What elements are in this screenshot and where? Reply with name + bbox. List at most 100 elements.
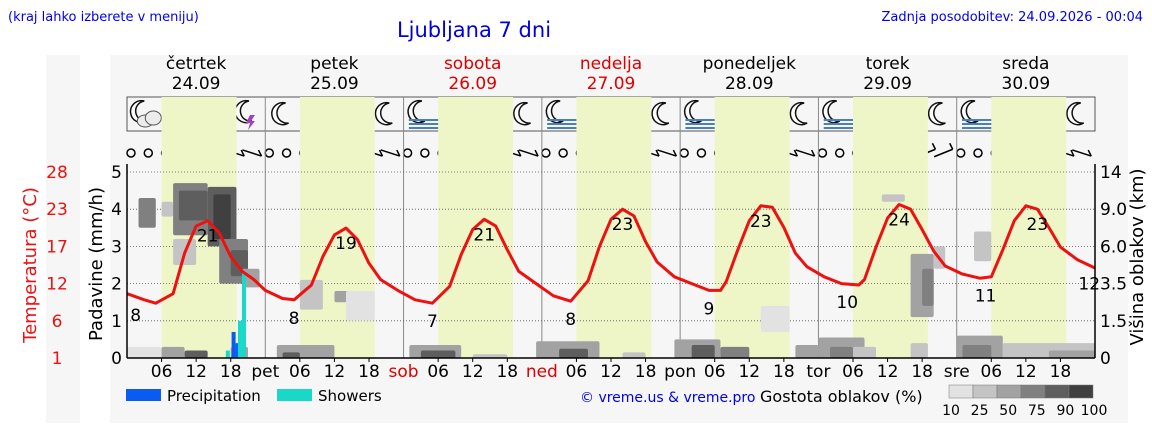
day-night-bands: [161, 97, 1067, 358]
cloud-block: [962, 344, 992, 358]
copyright-link[interactable]: © vreme.us & vreme.pro: [580, 390, 755, 406]
wind-barb: [795, 149, 815, 157]
cloud-height-tick-label: 0: [1100, 349, 1111, 369]
calm-wind-marker: [126, 148, 136, 158]
temperature-series: 8 21 8 19 7 21 8 23 9 23 10 24 11 23 12: [126, 203, 1100, 332]
temperature-value-label: 8: [565, 310, 576, 330]
cloud-block: [178, 190, 208, 221]
hour-tick-label: 06: [289, 362, 311, 382]
moon-cloud-icon: [129, 99, 162, 128]
moon-icon: [374, 101, 393, 126]
cloud-scale-swatch: [1020, 384, 1046, 399]
precip-tick-label: 4: [111, 200, 122, 220]
precipitation-legend-label: Precipitation: [167, 387, 261, 405]
wind-barb-tick: [655, 149, 660, 157]
hour-tick-label: 18: [220, 362, 242, 382]
hour-tick-label: 12: [1015, 362, 1037, 382]
moon-icon: [927, 101, 946, 126]
temperature-value-label: 19: [335, 234, 357, 254]
cloud-block: [691, 344, 715, 358]
cloud-block: [622, 352, 646, 358]
cloud-density: [127, 183, 1095, 358]
cloud-block: [974, 231, 992, 262]
precip-tick-label: 0: [111, 349, 122, 369]
showers-swatch: [277, 389, 312, 401]
cloud-scale-label: 10: [942, 403, 960, 419]
temperature-tick-label: 12: [46, 275, 68, 295]
moon-fog-icon: [407, 99, 439, 129]
day-date: 30.09: [1002, 74, 1051, 94]
location-note[interactable]: (kraj lahko izberete v meniju): [8, 10, 199, 25]
cloud-block: [910, 343, 928, 358]
calm-wind-marker: [696, 148, 707, 158]
temperature-value-label: 8: [130, 306, 141, 326]
cloud-height-tick-label: 1.5: [1100, 312, 1127, 332]
moon-icon: [651, 101, 670, 126]
moon-icon: [271, 101, 289, 126]
page-title: Ljubljana 7 dni: [397, 18, 551, 42]
day-name: torek: [866, 54, 910, 74]
cloud-block: [829, 346, 853, 358]
calm-wind-marker: [834, 148, 845, 158]
moon-crescent: [513, 101, 531, 126]
moon-crescent: [545, 99, 564, 124]
last-update: Zadnja posodobitev: 24.09.2026 - 00:04: [881, 10, 1143, 25]
calm-wind-marker: [558, 148, 568, 158]
temperature-tick-label: 28: [46, 163, 68, 183]
cloud-block: [299, 279, 323, 310]
cloud-block: [345, 291, 375, 321]
cloud-block: [420, 350, 456, 358]
hour-tick-label: 12: [877, 362, 899, 382]
cloud-block: [138, 198, 156, 228]
day-name: nedelja: [580, 54, 642, 74]
moon-fog-icon: [545, 99, 578, 129]
cloud-block: [127, 346, 162, 358]
cloud-block: [559, 348, 588, 358]
temperature-line: [126, 203, 1096, 305]
thunder-moon-icon: [234, 99, 255, 130]
showers-bar: [237, 320, 242, 358]
day-date: 24.09: [172, 74, 221, 94]
moon-crescent: [374, 101, 393, 126]
day-name: sreda: [1002, 54, 1049, 74]
hour-tick-label: 18: [358, 362, 380, 382]
temperature-value-label: 23: [1027, 215, 1049, 235]
hour-tick-label: 12: [185, 362, 207, 382]
temperature-value-label: 12: [1078, 274, 1100, 294]
precipitation-bar: [231, 331, 236, 358]
moon-fog-icon: [822, 99, 854, 129]
temperature-value-label: 9: [704, 299, 715, 319]
moon-crescent: [822, 99, 841, 124]
wind-barb: [657, 149, 677, 157]
legend: Precipitation Showers © vreme.us & vreme…: [126, 384, 1107, 419]
wind-barb-tick: [517, 149, 522, 157]
weekday-abbr: sre: [944, 362, 970, 382]
precipitation-swatch: [126, 389, 161, 401]
temperature-tick-label: 6: [52, 312, 63, 332]
weekday-abbr: pon: [664, 362, 696, 382]
temperature-tick-label: 23: [46, 200, 68, 220]
cloud-block: [213, 194, 231, 239]
cloud-scale-label: 75: [1028, 403, 1046, 419]
day-name: četrtek: [166, 54, 227, 74]
cloud-density-scale: 10 25 50 75 90 100: [942, 384, 1107, 419]
temperature-axis-label: Temperatura (°C): [20, 187, 41, 344]
hour-tick-label: 18: [496, 362, 518, 382]
precip-axis-label: Padavine (mm/h): [86, 187, 107, 341]
temperature-value-label: 10: [836, 293, 858, 313]
cloud-scale-label: 25: [971, 403, 989, 419]
precip-tick-label: 1: [111, 312, 122, 332]
hour-tick-label: 06: [566, 362, 588, 382]
temperature-value-label: 24: [888, 210, 910, 230]
daylight-band: [991, 97, 1067, 358]
moon-crescent: [651, 101, 670, 126]
hour-tick-label: 06: [151, 362, 173, 382]
weekday-abbr: sob: [389, 362, 419, 382]
wind-barb-tick: [240, 149, 245, 157]
calm-wind-marker: [420, 148, 430, 158]
showers-bar: [225, 350, 230, 358]
cloud-block: [472, 354, 508, 358]
showers-bar: [241, 272, 246, 358]
